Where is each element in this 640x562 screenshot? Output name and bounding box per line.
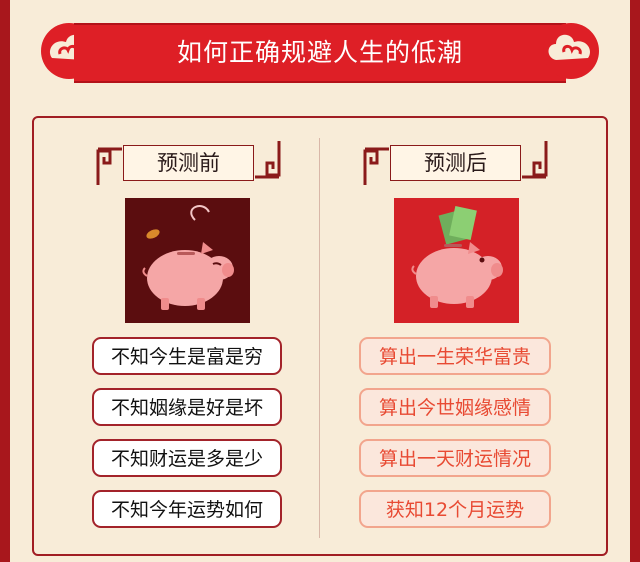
fret-corner-icon	[363, 141, 548, 185]
title-banner: 如何正确规避人生的低潮	[74, 23, 566, 83]
column-divider	[319, 138, 320, 538]
after-heading-label: 预测后	[390, 145, 521, 181]
before-heading-label: 预测前	[123, 145, 254, 181]
banner-title: 如何正确规避人生的低潮	[176, 38, 463, 67]
before-illustration	[125, 198, 250, 323]
after-item: 算出一天财运情况	[359, 439, 551, 477]
before-item: 不知财运是多是少	[92, 439, 282, 477]
before-item: 不知今生是富是穷	[92, 337, 282, 375]
after-item: 算出一生荣华富贵	[359, 337, 551, 375]
before-heading: 预测前	[96, 139, 281, 187]
happy-piggy-bank-with-money-icon	[411, 206, 503, 308]
fret-corner-icon	[96, 141, 281, 185]
cloud-ornament-icon	[543, 23, 599, 79]
comparison-card	[32, 116, 608, 556]
after-item: 算出今世姻缘感情	[359, 388, 551, 426]
after-item: 获知12个月运势	[359, 490, 551, 528]
after-illustration	[394, 198, 519, 323]
sad-piggy-bank-icon	[142, 205, 234, 310]
after-heading: 预测后	[363, 139, 548, 187]
before-item: 不知姻缘是好是坏	[92, 388, 282, 426]
before-item: 不知今年运势如何	[92, 490, 282, 528]
